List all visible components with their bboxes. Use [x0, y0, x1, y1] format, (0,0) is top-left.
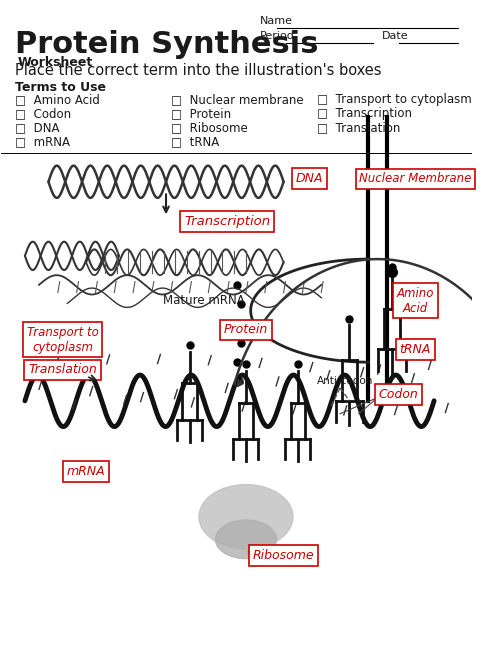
Text: □  Ribosome: □ Ribosome [170, 121, 248, 134]
Ellipse shape [199, 485, 293, 549]
Text: □  Transcription: □ Transcription [316, 107, 412, 120]
Text: □  Transport to cytoplasm: □ Transport to cytoplasm [316, 93, 472, 106]
Text: Name: Name [260, 16, 293, 26]
Text: □  Protein: □ Protein [170, 107, 231, 120]
Text: Transcription: Transcription [184, 215, 270, 228]
Text: Amino
Acid: Amino Acid [396, 287, 434, 315]
Text: Worksheet: Worksheet [18, 56, 93, 69]
Text: □  mRNA: □ mRNA [16, 135, 70, 148]
Text: Mature mRNA: Mature mRNA [163, 294, 244, 307]
Text: Translation: Translation [28, 364, 97, 377]
Text: mRNA: mRNA [66, 465, 106, 478]
Text: Ribosome: Ribosome [253, 549, 314, 562]
Text: □  DNA: □ DNA [16, 121, 60, 134]
Text: Terms to Use: Terms to Use [16, 81, 106, 94]
Text: □  Codon: □ Codon [16, 107, 72, 120]
Text: □  Translation: □ Translation [316, 121, 400, 134]
Text: Anti-codon: Anti-codon [316, 377, 373, 386]
Text: Place the correct term into the illustration's boxes: Place the correct term into the illustra… [16, 63, 382, 78]
Text: Protein Synthesis: Protein Synthesis [16, 30, 319, 60]
Text: □  Amino Acid: □ Amino Acid [16, 93, 100, 106]
Text: Codon: Codon [379, 388, 418, 401]
Text: Date: Date [382, 31, 409, 41]
Text: tRNA: tRNA [400, 343, 431, 356]
Text: Nuclear Membrane: Nuclear Membrane [359, 172, 472, 185]
Ellipse shape [216, 520, 276, 558]
Text: Period: Period [260, 31, 295, 41]
Text: Transport to
cytoplasm: Transport to cytoplasm [26, 325, 99, 354]
Text: □  Nuclear membrane: □ Nuclear membrane [170, 93, 304, 106]
Text: □  tRNA: □ tRNA [170, 135, 219, 148]
Text: DNA: DNA [296, 172, 323, 185]
Text: Protein: Protein [224, 324, 268, 336]
